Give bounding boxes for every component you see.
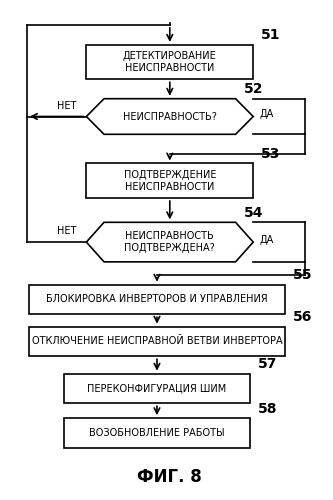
Bar [86,164,253,198]
Polygon shape [86,98,253,134]
Text: ПОДТВЕРЖДЕНИЕ
НЕИСПРАВНОСТИ: ПОДТВЕРЖДЕНИЕ НЕИСПРАВНОСТИ [124,170,216,192]
Text: НЕИСПРАВНОСТЬ
ПОДТВЕРЖДЕНА?: НЕИСПРАВНОСТЬ ПОДТВЕРЖДЕНА? [125,232,215,253]
Polygon shape [86,222,253,262]
Text: ДА: ДА [260,109,274,119]
Text: ВОЗОБНОВЛЕНИЕ РАБОТЫ: ВОЗОБНОВЛЕНИЕ РАБОТЫ [89,428,225,438]
Bar [29,326,285,356]
Text: ОТКЛЮЧЕНИЕ НЕИСПРАВНОЙ ВЕТВИ ИНВЕРТОРА: ОТКЛЮЧЕНИЕ НЕИСПРАВНОЙ ВЕТВИ ИНВЕРТОРА [32,336,282,346]
Text: 53: 53 [261,147,281,161]
Bar [29,284,285,314]
Text: 54: 54 [244,206,263,220]
Bar [86,45,253,80]
Bar [64,418,250,448]
Text: НЕТ: НЕТ [57,100,77,110]
Text: 52: 52 [244,82,263,96]
Bar [64,374,250,404]
Text: ПЕРЕКОНФИГУРАЦИЯ ШИМ: ПЕРЕКОНФИГУРАЦИЯ ШИМ [87,384,226,394]
Text: ФИГ. 8: ФИГ. 8 [138,468,202,486]
Text: ДЕТЕКТИРОВАНИЕ
НЕИСПРАВНОСТИ: ДЕТЕКТИРОВАНИЕ НЕИСПРАВНОСТИ [123,52,217,73]
Text: 58: 58 [258,402,277,415]
Text: ДА: ДА [260,234,274,244]
Text: НЕТ: НЕТ [57,226,77,236]
Text: 51: 51 [261,28,281,42]
Text: БЛОКИРОВКА ИНВЕРТОРОВ И УПРАВЛЕНИЯ: БЛОКИРОВКА ИНВЕРТОРОВ И УПРАВЛЕНИЯ [46,294,268,304]
Text: 56: 56 [293,310,313,324]
Text: 55: 55 [293,268,313,282]
Text: НЕИСПРАВНОСТЬ?: НЕИСПРАВНОСТЬ? [123,112,217,122]
Text: 57: 57 [258,357,277,371]
